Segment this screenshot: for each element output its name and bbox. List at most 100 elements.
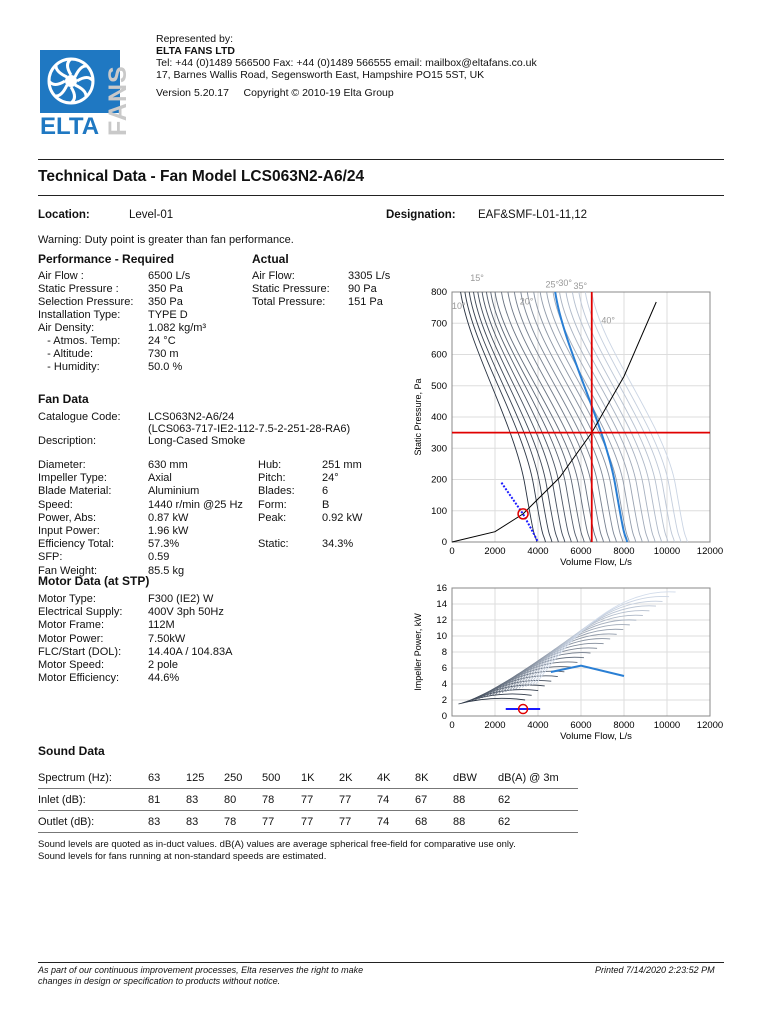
field-label: - Atmos. Temp:	[38, 335, 121, 347]
table-cell: 125	[186, 767, 224, 789]
blade-curve	[578, 291, 675, 543]
y-tick-label: 0	[442, 537, 447, 548]
table-cell: 77	[301, 810, 339, 833]
field-value: 57.3%	[148, 538, 180, 551]
company-address: 17, Barnes Wallis Road, Segensworth East…	[156, 69, 485, 81]
field-value: 730 m	[148, 348, 179, 360]
logo-wordmark: ELTA	[40, 113, 100, 140]
blade-curve	[473, 291, 559, 543]
designation-value: EAF&SMF-L01-11,12	[478, 209, 588, 221]
power-curve	[471, 680, 552, 701]
elta-logo	[40, 50, 120, 113]
footer-disclaimer: As part of our continuous improvement pr…	[38, 965, 364, 975]
catalogue-label: Catalogue Code:	[38, 411, 121, 423]
field-label: Input Power:	[38, 525, 100, 537]
table-cell: 80	[224, 788, 262, 811]
table-cell: 62	[498, 788, 578, 811]
system-curve	[451, 301, 657, 543]
table-cell: 88	[453, 788, 498, 811]
field-label: Hub:	[258, 459, 282, 471]
table-cell: 78	[224, 810, 262, 833]
y-tick-label: 500	[431, 381, 447, 392]
table-cell: 83	[186, 810, 224, 833]
y-tick-label: 200	[431, 475, 447, 486]
field-label: Motor Power:	[38, 632, 104, 645]
selected-power-curve	[550, 664, 625, 677]
logo-fans-text: FANS	[104, 65, 130, 136]
company-contact: Tel: +44 (0)1489 566500 Fax: +44 (0)1489…	[156, 57, 537, 69]
blade-curve	[559, 291, 656, 543]
blade-curve	[533, 291, 630, 543]
table-cell: dB(A) @ 3m	[498, 767, 578, 789]
table-row: Spectrum (Hz): 63 125 250 500 1K 2K 4K 8K dBW dB(A…	[38, 767, 578, 789]
x-tick-label: 2000	[484, 720, 505, 731]
company-name: ELTA FANS LTD	[156, 45, 235, 57]
power-curve	[525, 605, 657, 687]
field-value: 6	[322, 485, 329, 498]
x-tick-label: 10000	[654, 546, 680, 557]
blade-curve	[591, 291, 688, 543]
sound-table: Spectrum (Hz): 63 125 250 500 1K 2K 4K 8K dBW dB(A…	[38, 767, 578, 833]
selected-blade-curve	[554, 291, 629, 543]
x-tick-label: 8000	[613, 720, 634, 731]
field-label: Motor Speed:	[38, 659, 105, 671]
field-label: Blades:	[258, 485, 295, 498]
field-value: 0.92 kW	[322, 511, 363, 524]
blade-curve	[460, 291, 538, 543]
blade-angle-label: 20°	[520, 297, 534, 307]
designation-label: Designation:	[386, 209, 456, 221]
field-value: 2 pole	[148, 659, 178, 671]
y-tick-label: 2	[442, 695, 447, 706]
field-label: Power, Abs:	[38, 511, 97, 524]
table-cell: 74	[377, 810, 415, 833]
field-label: Static Pressure :	[38, 283, 119, 295]
field-value: 630 mm	[148, 459, 188, 471]
description-label: Description:	[38, 435, 97, 447]
blade-curve	[565, 291, 663, 543]
blade-curve	[552, 291, 650, 543]
field-value: 7.50kW	[148, 632, 186, 645]
x-tick-label: 12000	[697, 546, 723, 557]
power-curve	[515, 619, 637, 690]
field-value: 3305 L/s	[348, 270, 391, 282]
actual-heading: Actual	[252, 252, 289, 266]
table-cell: 77	[339, 810, 377, 833]
field-value: 14.40A / 104.83A	[148, 645, 233, 658]
field-label: Speed:	[38, 498, 73, 511]
field-label: Total Pressure:	[252, 296, 326, 308]
table-cell: 77	[339, 788, 377, 811]
field-label: FLC/Start (DOL):	[38, 645, 122, 658]
blade-curve	[485, 291, 579, 543]
represented-by: Represented by:	[156, 33, 234, 45]
y-tick-label: 400	[431, 412, 447, 423]
x-tick-label: 4000	[527, 546, 548, 557]
field-label: Impeller Type:	[38, 472, 107, 485]
required-heading: Performance - Required	[38, 252, 175, 266]
field-value: 251 mm	[322, 459, 362, 471]
x-tick-label: 8000	[613, 546, 634, 557]
table-cell: 77	[301, 788, 339, 811]
field-label: Selection Pressure:	[38, 296, 134, 308]
plot-frame	[451, 587, 711, 717]
divider	[38, 962, 724, 963]
operating-point	[517, 703, 529, 715]
field-value: 24 °C	[148, 335, 176, 347]
table-cell: Inlet (dB):	[38, 788, 148, 811]
blade-curve	[494, 291, 592, 543]
field-value: 1.96 kW	[148, 525, 189, 537]
x-axis-label: Volume Flow, L/s	[560, 557, 632, 568]
y-tick-label: 6	[442, 663, 447, 674]
field-value: Axial	[148, 472, 172, 485]
print-timestamp: Printed 7/14/2020 2:23:52 PM	[595, 965, 715, 975]
blade-curve	[526, 291, 624, 543]
field-label: Air Density:	[38, 322, 95, 334]
y-tick-label: 800	[431, 287, 447, 298]
field-value: 112M	[148, 619, 175, 632]
field-label: Peak:	[258, 511, 287, 524]
blade-angle-label: 40°	[601, 315, 615, 325]
field-value: 350 Pa	[148, 296, 183, 308]
y-tick-label: 16	[436, 583, 447, 594]
divider	[38, 195, 724, 196]
table-row: Outlet (dB): 83 83 78 77 77 77 74 68 88 62	[38, 810, 578, 833]
blade-angle-label: 10°	[452, 301, 466, 311]
